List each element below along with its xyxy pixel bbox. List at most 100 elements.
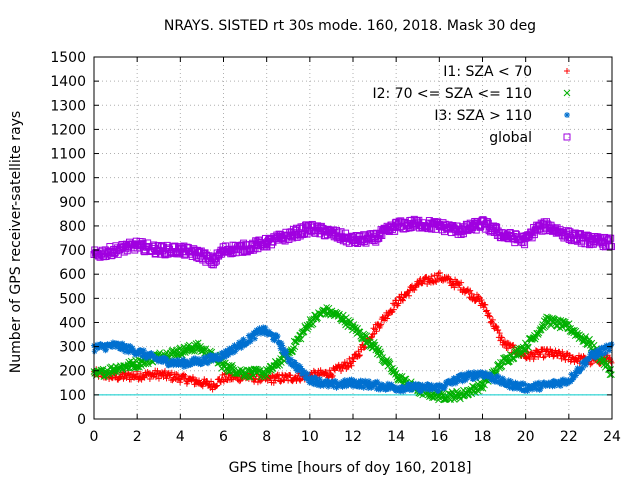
data-point: [125, 349, 132, 356]
data-point: [91, 348, 98, 355]
data-point: [251, 335, 258, 342]
data-point: [536, 326, 544, 334]
data-point: [225, 368, 232, 375]
data-point: [332, 378, 339, 385]
data-point: [451, 375, 458, 382]
data-point: [576, 368, 583, 375]
data-point: [492, 223, 500, 231]
data-point: [464, 374, 471, 381]
data-point: [332, 226, 340, 234]
data-point: [458, 279, 465, 286]
data-point: [399, 297, 406, 304]
data-point: [170, 362, 177, 369]
data-point: [591, 349, 598, 356]
legend-marker: [564, 112, 570, 118]
data-point: [378, 383, 385, 390]
data-point: [245, 332, 252, 339]
data-point: [535, 379, 542, 386]
data-point: [260, 324, 267, 331]
data-point: [112, 344, 119, 351]
data-point: [498, 381, 505, 388]
data-point: [247, 373, 254, 381]
x-tick-label: 12: [344, 429, 362, 445]
data-point: [602, 350, 609, 357]
data-point: [541, 379, 548, 386]
data-point: [387, 385, 394, 392]
data-point: [574, 365, 581, 372]
data-point: [307, 379, 314, 386]
x-tick-label: 24: [603, 429, 621, 445]
data-point: [177, 361, 184, 368]
data-point: [219, 350, 226, 357]
data-point: [489, 316, 496, 323]
data-point: [228, 249, 236, 257]
legend-label: I2: 70 <= SZA <= 110: [372, 86, 532, 102]
data-point: [496, 330, 503, 337]
data-point: [249, 370, 256, 378]
data-point: [284, 354, 291, 361]
data-point: [492, 322, 499, 329]
data-point: [530, 356, 537, 363]
data-point: [301, 370, 308, 377]
data-point: [199, 360, 206, 367]
data-point: [308, 374, 315, 381]
data-point: [477, 384, 485, 392]
legend-marker: [563, 89, 571, 97]
data-point: [229, 364, 237, 372]
data-point: [261, 330, 268, 337]
data-point: [523, 386, 530, 393]
x-tick-label: 8: [262, 429, 271, 445]
data-point: [162, 368, 169, 375]
data-point: [180, 363, 187, 370]
data-point: [501, 378, 508, 385]
data-point: [291, 359, 298, 366]
data-point: [137, 370, 144, 377]
data-point: [505, 377, 512, 384]
data-point: [599, 351, 606, 358]
data-point: [388, 381, 395, 388]
x-tick-label: 4: [176, 429, 185, 445]
y-tick-label: 1300: [50, 98, 86, 114]
data-point: [121, 348, 128, 355]
data-point: [377, 350, 385, 358]
data-point: [238, 344, 245, 351]
data-point: [359, 378, 366, 385]
data-point: [350, 383, 357, 390]
data-point: [174, 371, 181, 378]
data-point: [244, 339, 251, 346]
chart-title: NRAYS. SISTED rt 30s mode. 160, 2018. Ma…: [164, 18, 536, 34]
data-point: [368, 333, 375, 340]
series-4: [90, 215, 615, 269]
data-point: [274, 333, 281, 340]
data-point: [497, 337, 504, 344]
data-point: [287, 372, 294, 379]
y-tick-label: 500: [59, 291, 86, 307]
data-point: [355, 348, 362, 355]
data-point: [315, 379, 322, 386]
data-point: [522, 381, 529, 388]
data-point: [552, 347, 559, 354]
y-tick-label: 600: [59, 267, 86, 283]
data-point: [124, 346, 131, 353]
data-point: [408, 382, 415, 389]
data-point: [271, 337, 278, 344]
data-point: [350, 355, 357, 362]
data-point: [280, 345, 287, 352]
data-point: [330, 383, 337, 390]
data-point: [534, 331, 542, 338]
data-point: [361, 331, 369, 339]
data-point: [480, 370, 487, 377]
data-point: [403, 386, 410, 393]
data-point: [540, 354, 547, 361]
data-point: [277, 345, 284, 352]
data-point: [557, 382, 564, 389]
x-tick-label: 20: [517, 429, 535, 445]
data-point: [146, 354, 153, 361]
data-point: [608, 371, 615, 379]
data-point: [435, 387, 442, 394]
data-point: [354, 381, 361, 388]
data-point: [224, 348, 231, 355]
data-point: [283, 349, 290, 356]
data-point: [506, 384, 513, 391]
data-point: [390, 306, 397, 313]
